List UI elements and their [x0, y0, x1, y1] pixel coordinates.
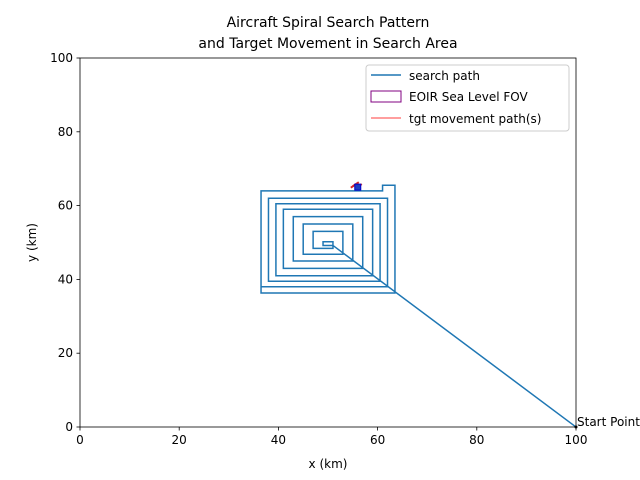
legend-label-tgt-movement: tgt movement path(s) — [409, 112, 541, 126]
annotation-layer: Start Point — [574, 415, 640, 429]
y-tick-label: 80 — [58, 125, 73, 139]
series-search-path — [260, 184, 576, 427]
x-axis-ticks: 0 20 40 60 80 100 — [76, 427, 587, 447]
x-tick-label: 0 — [76, 433, 84, 447]
x-tick-label: 100 — [565, 433, 588, 447]
y-tick-label: 0 — [65, 420, 73, 434]
y-tick-label: 60 — [58, 199, 73, 213]
y-axis-ticks: 0 20 40 60 80 100 — [50, 51, 80, 434]
x-tick-label: 60 — [370, 433, 385, 447]
x-axis-label: x (km) — [309, 457, 348, 471]
start-point-label: Start Point — [577, 415, 640, 429]
legend-label-search-path: search path — [409, 69, 480, 83]
y-tick-label: 40 — [58, 272, 73, 286]
series-layer — [260, 184, 576, 427]
chart-title-line2: and Target Movement in Search Area — [198, 36, 457, 52]
chart-title-line1: Aircraft Spiral Search Pattern — [227, 15, 430, 31]
x-tick-label: 20 — [172, 433, 187, 447]
y-axis-label: y (km) — [25, 223, 39, 262]
eoir-fov-marker — [354, 183, 362, 191]
y-tick-label: 100 — [50, 51, 73, 65]
y-tick-label: 20 — [58, 346, 73, 360]
marker-layer — [350, 181, 363, 191]
start-point-marker — [574, 425, 578, 429]
legend-label-eoir-fov: EOIR Sea Level FOV — [409, 90, 529, 104]
legend-frame — [365, 64, 570, 132]
legend: search path EOIR Sea Level FOV tgt movem… — [365, 64, 570, 132]
x-tick-label: 80 — [469, 433, 484, 447]
legend-swatch-eoir-fov — [370, 90, 402, 103]
plot-frame — [79, 57, 577, 428]
x-tick-label: 40 — [271, 433, 286, 447]
